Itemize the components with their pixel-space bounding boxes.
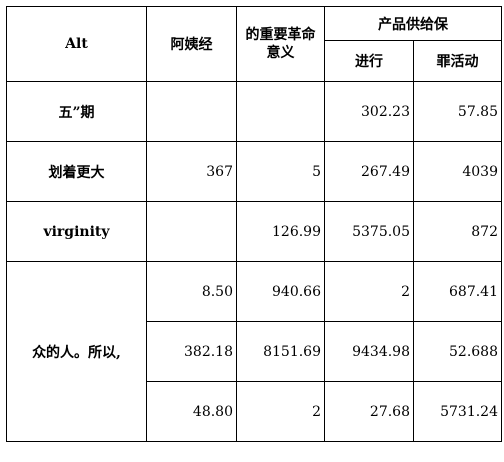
- table-cell: 52.688: [413, 321, 502, 382]
- table-row: 五”期 302.23 57.85: [6, 81, 502, 142]
- data-table-container: Alt 阿姨经 的重要革命意义 产品供给保 进行 罪活动 五”期 302.23 …: [6, 6, 502, 442]
- table-row: 382.18 8151.69 9434.98 52.688: [7, 321, 502, 382]
- table-cell: 687.41: [413, 261, 502, 322]
- header-col2: 的重要革命意义: [236, 6, 325, 82]
- table-cell: [146, 201, 237, 262]
- table-cell: 2: [236, 381, 325, 442]
- table-cell: [236, 81, 325, 142]
- table-cell: 5375.05: [324, 201, 414, 262]
- table-cell: 27.68: [324, 381, 414, 442]
- header-row-sub: 进行 罪活动: [7, 40, 502, 82]
- row-label: 划着更大: [6, 141, 147, 202]
- header-sub1: 进行: [324, 40, 414, 82]
- table-row: 划着更大 367 5 267.49 4039: [6, 141, 502, 202]
- table-cell: 302.23: [324, 81, 414, 142]
- table-cell: 4039: [413, 141, 502, 202]
- table-cell: 8.50: [146, 261, 237, 322]
- header-corner: Alt: [6, 6, 147, 82]
- row-label: 五”期: [6, 81, 147, 142]
- header-group: 产品供给保: [324, 6, 502, 41]
- table-cell: 57.85: [413, 81, 502, 142]
- table-cell: 8151.69: [236, 321, 325, 382]
- table-cell: 2: [324, 261, 414, 322]
- table-cell: 126.99: [236, 201, 325, 262]
- data-table: Alt 阿姨经 的重要革命意义 产品供给保 进行 罪活动 五”期 302.23 …: [6, 6, 502, 442]
- table-cell: 872: [413, 201, 502, 262]
- table-cell: 267.49: [324, 141, 414, 202]
- table-row: 48.80 2 27.68 5731.24: [7, 381, 502, 442]
- table-cell: 940.66: [236, 261, 325, 322]
- table-cell: 382.18: [146, 321, 237, 382]
- row-group-label: 众的人。所以,: [6, 261, 147, 442]
- table-cell: 5731.24: [413, 381, 502, 442]
- table-row: virginity 126.99 5375.05 872: [6, 201, 502, 262]
- row-label: virginity: [6, 201, 147, 262]
- table-cell: 5: [236, 141, 325, 202]
- header-col1: 阿姨经: [146, 6, 237, 82]
- table-cell: 9434.98: [324, 321, 414, 382]
- header-row-top: Alt 阿姨经 的重要革命意义 产品供给保: [6, 6, 502, 82]
- table-cell: 48.80: [146, 381, 237, 442]
- header-sub2: 罪活动: [413, 40, 502, 82]
- table-cell: [146, 81, 237, 142]
- table-cell: 367: [146, 141, 237, 202]
- table-row: 众的人。所以, 8.50 940.66 2 687.41: [6, 261, 502, 442]
